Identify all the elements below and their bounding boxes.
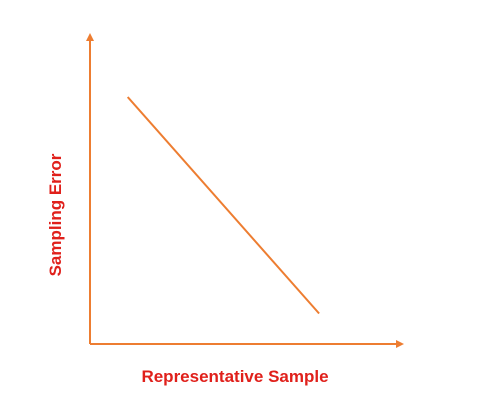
y-axis-label: Sampling Error xyxy=(46,153,65,276)
x-axis-label: Representative Sample xyxy=(141,367,328,386)
axes xyxy=(86,33,404,348)
plot-area xyxy=(126,96,320,315)
y-axis-arrowhead xyxy=(86,33,94,41)
x-axis-arrowhead xyxy=(396,340,404,348)
series-line-0 xyxy=(126,96,320,315)
